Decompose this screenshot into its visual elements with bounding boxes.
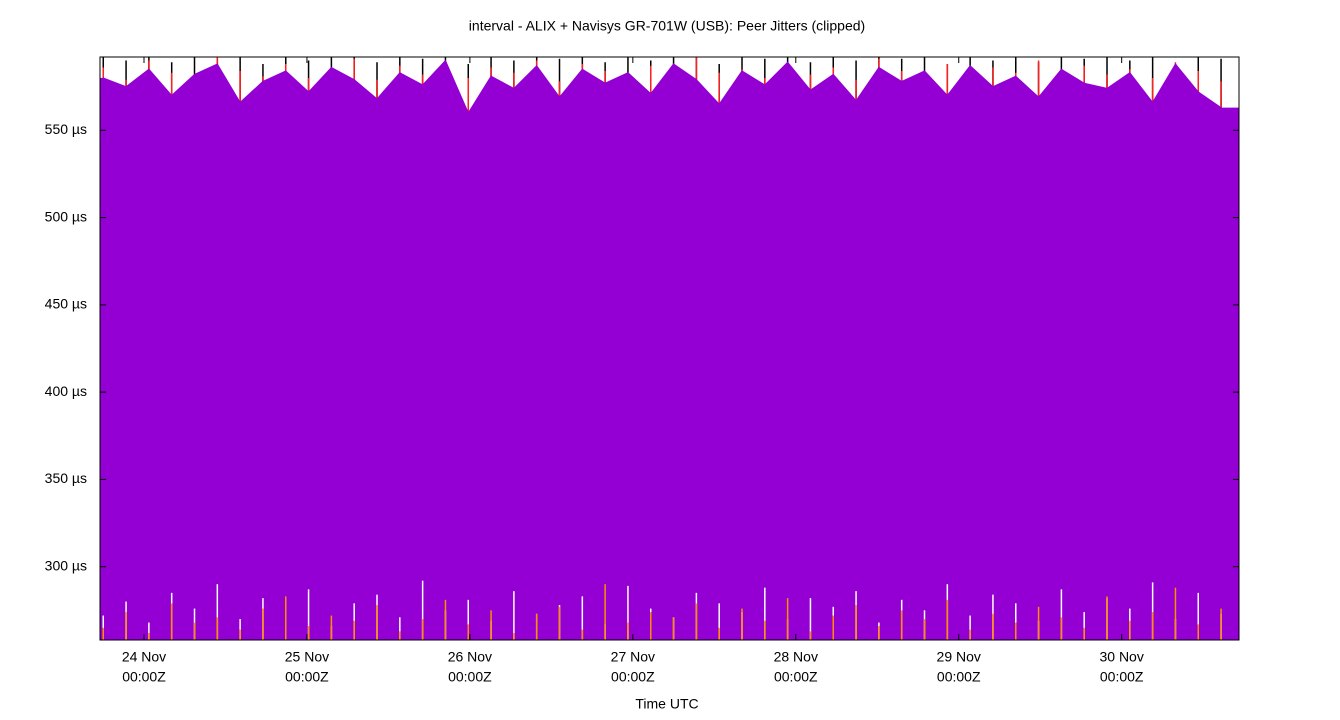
- x-tick-label: 00:00Z: [448, 669, 492, 685]
- x-tick-label: 28 Nov: [774, 649, 818, 665]
- x-tick-label: 24 Nov: [122, 649, 166, 665]
- x-tick-label: 00:00Z: [285, 669, 329, 685]
- x-tick-label: 00:00Z: [774, 669, 818, 685]
- y-tick-label: 550 µs: [45, 121, 87, 137]
- x-tick-label: 00:00Z: [611, 669, 655, 685]
- area-fill-edge: [100, 77, 104, 640]
- y-tick-label: 400 µs: [45, 383, 87, 399]
- y-tick-label: 500 µs: [45, 208, 87, 224]
- x-tick-label: 30 Nov: [1099, 649, 1143, 665]
- x-tick-label: 29 Nov: [937, 649, 981, 665]
- x-axis-label: Time UTC: [635, 696, 698, 712]
- x-tick-label: 26 Nov: [448, 649, 492, 665]
- jitter-area: [102, 59, 1222, 641]
- x-tick-label: 00:00Z: [1100, 669, 1144, 685]
- plot-border: [99, 56, 1240, 641]
- x-tick-label: 00:00Z: [937, 669, 981, 685]
- chart-title: interval - ALIX + Navisys GR-701W (USB):…: [469, 18, 865, 34]
- x-tick-label: 25 Nov: [285, 649, 329, 665]
- plot-area: [100, 57, 1239, 641]
- x-tick-label: 27 Nov: [611, 649, 655, 665]
- y-tick-label: 450 µs: [45, 296, 87, 312]
- y-tick-label: 350 µs: [45, 470, 87, 486]
- area-fill-edge: [1221, 107, 1239, 641]
- y-tick-label: 300 µs: [45, 557, 87, 573]
- x-tick-label: 00:00Z: [122, 669, 166, 685]
